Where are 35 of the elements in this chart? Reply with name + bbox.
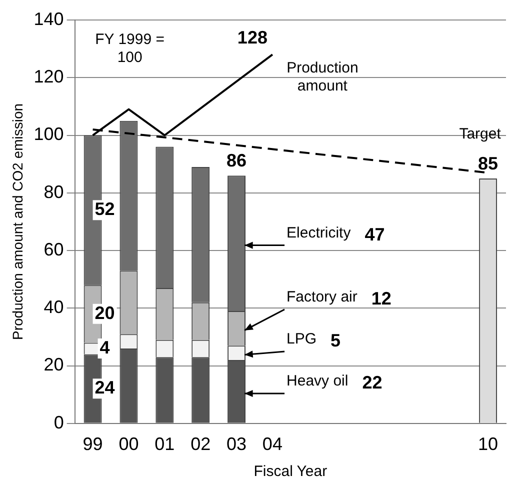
annotation: 22 [362, 372, 382, 392]
text: Electricity [286, 224, 352, 242]
data-label: 4 [100, 337, 110, 358]
y-tick-label: 20 [44, 354, 64, 375]
y-axis-title: Production amount and CO2 emission [9, 103, 26, 340]
x-axis-title: Fiscal Year [254, 463, 328, 480]
data-label: 20 [94, 302, 115, 323]
text: Heavy oil [286, 372, 348, 390]
total-label: 86 [226, 150, 247, 171]
data-label: 85 [478, 153, 498, 174]
annotation: FY 1999 = 100 [95, 31, 165, 66]
y-tick-label: 0 [54, 412, 64, 432]
x-tick-label: 10 [478, 434, 498, 454]
data-label: 128 [237, 28, 268, 48]
x-tick-label: 04 [262, 434, 282, 454]
text: LPG [286, 330, 317, 348]
y-tick-label: 120 [34, 66, 64, 87]
y-tick-label: 80 [44, 182, 64, 202]
y-tick-label: 60 [44, 239, 64, 260]
x-tick-label: 99 [82, 434, 103, 454]
x-tick-label: 03 [226, 434, 247, 454]
annotation: 5 [330, 330, 341, 350]
series-label: Production amount [286, 60, 358, 95]
x-tick-label: 00 [118, 434, 139, 454]
text: Factory air [286, 288, 358, 306]
y-tick-label: 100 [34, 124, 64, 144]
text: Target [459, 126, 502, 143]
annotation: 12 [371, 288, 392, 308]
y-tick-label: 40 [44, 297, 64, 318]
data-label: 52 [94, 199, 115, 220]
x-tick-label: 01 [154, 434, 175, 454]
data-label: 24 [94, 378, 115, 398]
x-tick-label: 02 [190, 434, 211, 454]
y-tick-label: 140 [34, 8, 64, 29]
annotation: 47 [364, 224, 385, 244]
